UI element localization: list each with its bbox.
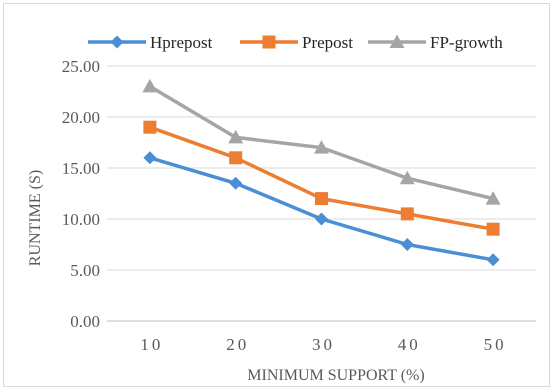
data-point [315,212,328,226]
x-tick-label: 40 [398,335,421,354]
series-prepost [143,120,500,236]
data-point [486,253,500,267]
data-point [400,238,414,251]
legend-marker [110,35,124,49]
legend: Hprepost Prepost FP-growth [88,33,503,52]
x-tick-label: 20 [226,335,249,354]
legend-item: Hprepost [88,33,213,52]
legend-label: Prepost [302,33,353,52]
data-point [399,170,415,185]
legend-item: FP-growth [368,33,503,52]
data-point [229,176,243,190]
y-tick-label: 15.00 [62,159,100,178]
data-point [486,222,500,236]
data-point [142,78,158,93]
gridlines [107,65,536,322]
data-point [315,192,328,206]
x-tick-label: 10 [140,335,163,354]
series-hprepost [143,151,500,267]
y-axis-ticks: 0.00 5.00 10.00 15.00 20.00 25.00 [62,57,100,331]
series-fp-growth [142,78,501,205]
y-tick-label: 0.00 [70,312,100,331]
legend-marker [262,35,276,49]
x-axis-title: MINIMUM SUPPORT (%) [247,367,424,384]
y-tick-label: 10.00 [62,210,100,229]
legend-item: Prepost [240,33,353,52]
x-axis-ticks: 10 20 30 40 50 [140,335,507,354]
data-point [400,207,414,221]
y-axis-title: RUNTIME (S) [27,170,44,266]
legend-label: FP-growth [430,33,503,52]
data-point [143,151,157,165]
data-point [228,129,244,144]
data-point [314,140,329,154]
data-point [229,151,243,165]
y-tick-label: 5.00 [70,261,100,280]
legend-label: Hprepost [150,33,213,52]
data-point [485,191,501,205]
y-tick-label: 20.00 [62,108,100,127]
chart-frame [3,3,550,387]
data-point [143,120,157,134]
series-layer [142,78,501,267]
y-tick-label: 25.00 [62,57,100,76]
x-tick-label: 50 [484,335,507,354]
x-tick-label: 30 [312,335,335,354]
series-line [149,156,494,262]
legend-marker [389,34,405,48]
